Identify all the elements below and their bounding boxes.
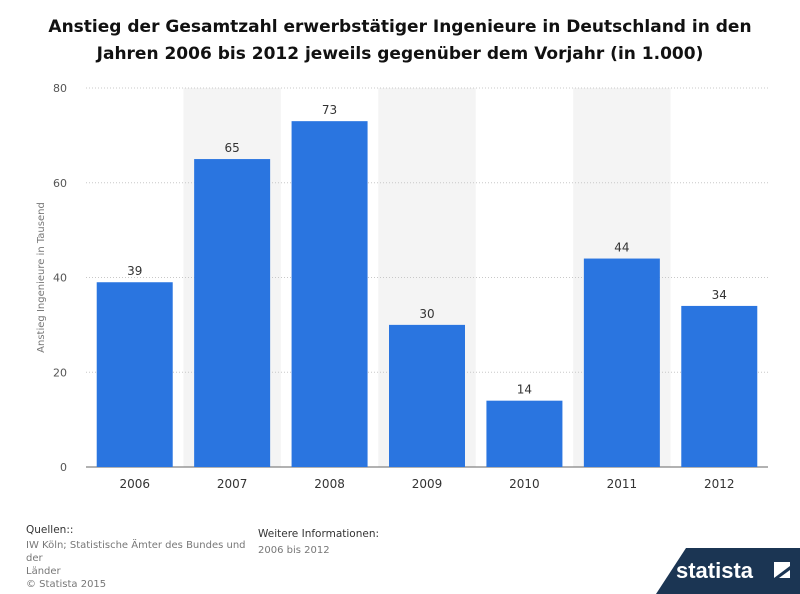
data-label: 34 — [712, 288, 727, 302]
bar-2006 — [96, 282, 173, 467]
y-axis-title: Anstieg Ingenieure in Tausend — [36, 202, 47, 353]
info-block: Weitere Informationen: 2006 bis 2012 — [258, 528, 379, 557]
bar-2011 — [583, 258, 660, 467]
x-tick-label: 2006 — [119, 477, 150, 491]
data-label: 30 — [419, 307, 434, 321]
bar-2012 — [681, 305, 758, 467]
bar-2010 — [486, 400, 563, 467]
y-tick-label: 80 — [53, 82, 67, 95]
data-label: 14 — [517, 383, 532, 397]
y-tick-label: 40 — [53, 272, 67, 285]
sources-line: IW Köln; Statistische Ämter des Bundes u… — [26, 540, 246, 564]
data-label: 44 — [614, 241, 629, 255]
data-label: 73 — [322, 103, 337, 117]
chart-title-line-1: Anstieg der Gesamtzahl erwerbstätiger In… — [48, 17, 752, 37]
sources-line: Länder — [26, 566, 61, 577]
y-tick-label: 0 — [60, 461, 67, 474]
bar-2007 — [194, 159, 271, 467]
sources-heading: Quellen:: — [26, 524, 74, 536]
data-label: 65 — [225, 141, 240, 155]
info-heading: Weitere Informationen: — [258, 528, 380, 540]
sources-block: Quellen:: IW Köln; Statistische Ämter de… — [26, 524, 256, 591]
statista-logo[interactable]: statista — [656, 548, 800, 594]
data-label: 39 — [127, 264, 142, 278]
bar-2008 — [291, 121, 368, 467]
logo-mark-icon — [774, 562, 790, 578]
x-tick-label: 2008 — [314, 477, 345, 491]
x-tick-label: 2010 — [509, 477, 540, 491]
x-tick-label: 2011 — [607, 477, 638, 491]
chart-title-line-2: Jahren 2006 bis 2012 jeweils gegenüber d… — [96, 44, 704, 64]
info-text: 2006 bis 2012 — [258, 545, 330, 556]
logo-background — [656, 548, 800, 594]
y-tick-label: 20 — [53, 366, 67, 379]
logo-text: statista — [676, 558, 754, 583]
chart-title: Anstieg der Gesamtzahl erwerbstätiger In… — [40, 14, 760, 68]
copyright-line: © Statista 2015 — [26, 579, 107, 590]
bar-2009 — [389, 324, 465, 467]
x-tick-label: 2007 — [217, 477, 248, 491]
y-tick-label: 60 — [53, 177, 67, 190]
x-tick-label: 2012 — [704, 477, 735, 491]
x-tick-label: 2009 — [412, 477, 443, 491]
